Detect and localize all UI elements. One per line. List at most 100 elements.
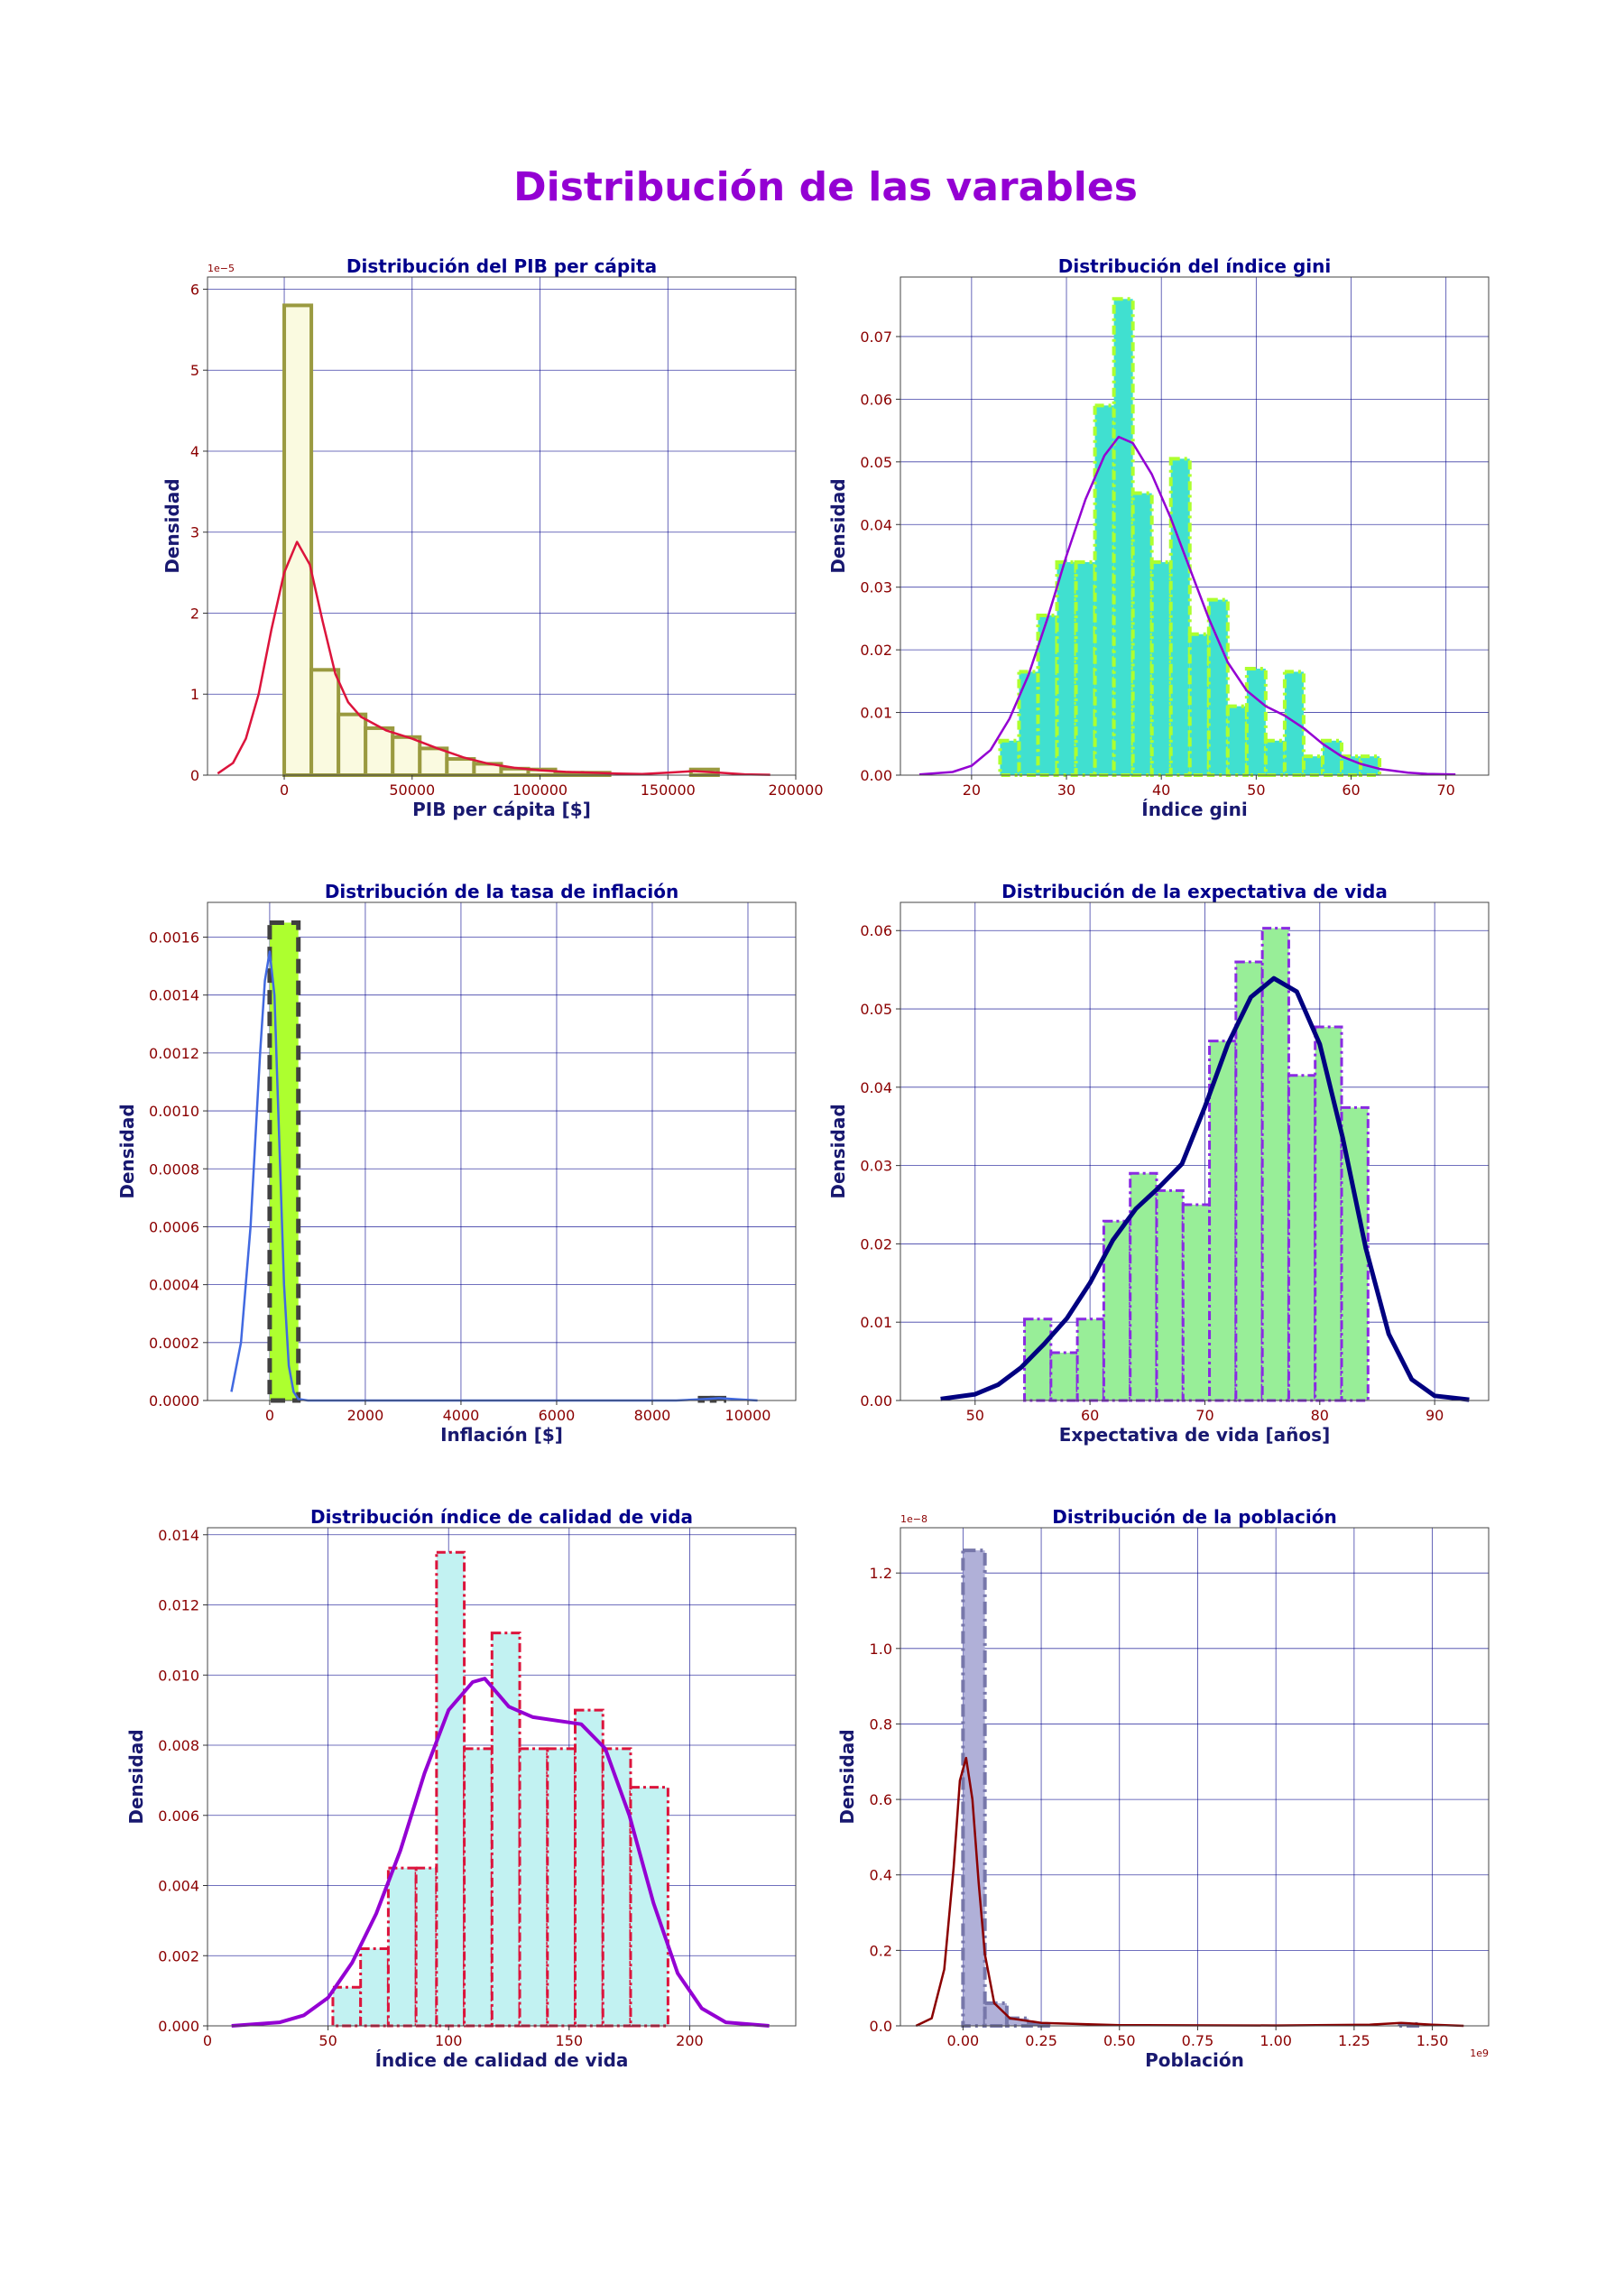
y-tick-label: 0.000 bbox=[158, 2018, 199, 2035]
x-tick-label: 0.25 bbox=[1025, 2032, 1057, 2049]
histogram-bar bbox=[1149, 559, 1173, 777]
histogram-bar bbox=[1301, 754, 1324, 777]
histogram-bar bbox=[983, 2001, 1009, 2029]
y-tick-label: 0.02 bbox=[860, 1235, 892, 1253]
histogram-bar bbox=[518, 1747, 549, 2028]
plot-frame bbox=[900, 276, 1490, 776]
x-tick-label: 2000 bbox=[347, 1407, 384, 1424]
x-tick-label: 50 bbox=[318, 2032, 337, 2049]
plot-frame bbox=[900, 901, 1490, 1401]
y-tick-label: 0.4 bbox=[870, 1867, 892, 1884]
x-tick-label: 150000 bbox=[641, 781, 696, 799]
y-axis-label: Densidad bbox=[836, 1729, 858, 1824]
histogram-bar bbox=[546, 1747, 577, 2028]
subplot-4: 50 60 70 80 90 0.00 0.01 0.02 0.03 0.04 0.05 0.06 Di… bbox=[827, 881, 1490, 1446]
y-tick-label: 0.0016 bbox=[149, 929, 199, 947]
x-tick-label: 40 bbox=[1152, 781, 1170, 799]
y-tick-label: 3 bbox=[190, 524, 199, 541]
x-tick-label: 0 bbox=[280, 781, 289, 799]
plot-frame bbox=[207, 276, 797, 776]
x-tick-label: 50000 bbox=[389, 781, 435, 799]
x-tick-label: 0 bbox=[203, 2032, 212, 2049]
histogram-bar bbox=[1282, 670, 1306, 777]
subplot-title: Distribución de la tasa de inflación bbox=[325, 881, 678, 902]
y-tick-label: 0.0012 bbox=[149, 1045, 199, 1062]
y-tick-label: 6 bbox=[190, 281, 199, 298]
y-tick-label: 0.004 bbox=[158, 1878, 199, 1895]
y-tick-label: 0.0010 bbox=[149, 1103, 199, 1120]
histogram-bar bbox=[1260, 927, 1290, 1402]
y-tick-label: 0.03 bbox=[860, 1158, 892, 1175]
x-tick-label: 70 bbox=[1436, 781, 1454, 799]
y-tick-label: 0.8 bbox=[870, 1715, 892, 1733]
y-tick-label: 2 bbox=[190, 605, 199, 622]
y-tick-label: 5 bbox=[190, 362, 199, 379]
y-tick-label: 0.0002 bbox=[149, 1335, 199, 1352]
y-offset-label: 1e−5 bbox=[208, 263, 235, 274]
histogram-bar bbox=[1208, 1040, 1238, 1402]
y-tick-label: 0 bbox=[190, 767, 199, 784]
y-tick-label: 0.2 bbox=[870, 1942, 892, 1959]
x-axis-label: Índice de calidad de vida bbox=[375, 2049, 629, 2071]
subplot-1: 0 50000 100000 150000 200000 0 1 2 3 4 5 6 1e−5 Distr… bbox=[161, 255, 824, 820]
subplot-title: Distribución de la expectativa de vida bbox=[1001, 881, 1388, 902]
subplot-title: Distribución del PIB per cápita bbox=[346, 255, 657, 277]
x-tick-label: 0 bbox=[265, 1407, 274, 1424]
histogram-bar bbox=[1155, 1188, 1185, 1402]
y-tick-label: 0.0004 bbox=[149, 1277, 199, 1294]
plot-frame bbox=[207, 1527, 797, 2027]
x-tick-label: 80 bbox=[1311, 1407, 1329, 1424]
histogram-bar bbox=[1206, 597, 1230, 777]
x-tick-label: 60 bbox=[1081, 1407, 1099, 1424]
y-tick-label: 0.0000 bbox=[149, 1392, 199, 1410]
y-axis-label: Densidad bbox=[827, 478, 849, 573]
y-tick-label: 1.2 bbox=[870, 1565, 892, 1582]
plot-frame bbox=[207, 901, 797, 1401]
histogram-bar bbox=[1187, 632, 1211, 777]
page-title: Distribución de las varables bbox=[513, 164, 1138, 210]
x-tick-label: 200 bbox=[676, 2032, 704, 2049]
histogram-bar bbox=[1112, 297, 1135, 777]
histogram-bar bbox=[490, 1632, 521, 2028]
x-tick-label: 8000 bbox=[634, 1407, 671, 1424]
y-tick-label: 0.002 bbox=[158, 1947, 199, 1964]
kde-line bbox=[915, 1756, 1464, 2028]
x-tick-label: 10000 bbox=[725, 1407, 771, 1424]
histogram-bar bbox=[463, 1747, 494, 2028]
x-axis-label: Expectativa de vida [años] bbox=[1059, 1424, 1330, 1446]
x-tick-label: 1.00 bbox=[1260, 2032, 1292, 2049]
subplot-title: Distribución del índice gini bbox=[1058, 255, 1331, 277]
histogram-bar bbox=[267, 920, 301, 1403]
y-tick-label: 4 bbox=[190, 443, 199, 460]
plot-frame bbox=[900, 1527, 1490, 2027]
x-axis-label: PIB per cápita [$] bbox=[412, 799, 591, 820]
histogram-bar bbox=[282, 303, 314, 778]
x-tick-label: 0.00 bbox=[947, 2032, 980, 2049]
y-tick-label: 0.00 bbox=[860, 1392, 892, 1410]
y-tick-label: 0.010 bbox=[158, 1667, 199, 1684]
plot-area bbox=[900, 1528, 1489, 2026]
x-tick-label: 0.75 bbox=[1182, 2032, 1214, 2049]
y-axis-label: Densidad bbox=[116, 1104, 138, 1198]
x-tick-label: 50 bbox=[966, 1407, 984, 1424]
kde-line bbox=[230, 950, 758, 1402]
y-tick-label: 0.01 bbox=[860, 705, 892, 722]
histogram-bar bbox=[1287, 1074, 1317, 1402]
subplot-2: 20 30 40 50 60 70 0.00 0.01 0.02 0.03 0.04 0.05 0.06… bbox=[827, 255, 1490, 820]
y-tick-label: 0.06 bbox=[860, 391, 892, 408]
histogram-bar bbox=[574, 1708, 604, 2028]
histogram-bar bbox=[629, 1786, 669, 2028]
histogram-bar bbox=[1234, 960, 1264, 1402]
y-tick-label: 1.0 bbox=[870, 1641, 892, 1658]
x-tick-label: 20 bbox=[963, 781, 981, 799]
x-tick-label: 50 bbox=[1247, 781, 1265, 799]
y-tick-label: 0.05 bbox=[860, 454, 892, 471]
x-offset-label: 1e9 bbox=[1470, 2048, 1489, 2059]
subplot-5: 0 50 100 150 200 0.000 0.002 0.004 0.006 0.008 0.0… bbox=[125, 1506, 797, 2071]
histogram-bar bbox=[1263, 738, 1287, 778]
histogram-bar bbox=[1017, 670, 1040, 777]
y-tick-label: 0.06 bbox=[860, 922, 892, 939]
histogram-bar bbox=[1168, 457, 1192, 777]
histogram-bar bbox=[1181, 1203, 1212, 1402]
